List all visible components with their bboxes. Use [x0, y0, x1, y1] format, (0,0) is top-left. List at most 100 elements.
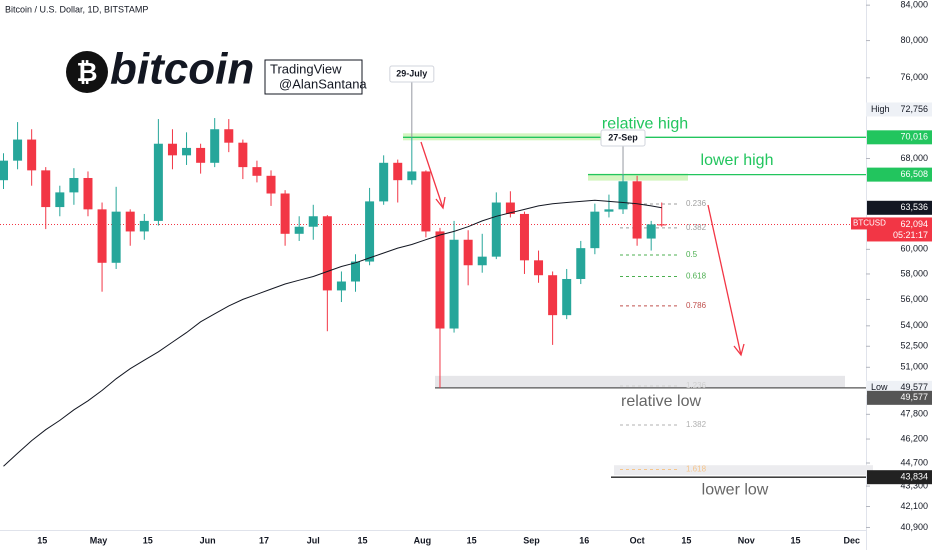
- x-tick-label: Dec: [844, 535, 861, 545]
- y-tick-label: 58,000: [900, 268, 928, 278]
- y-tick-label: 68,000: [900, 153, 928, 163]
- candle-body: [336, 281, 346, 291]
- candle-body: [224, 129, 234, 143]
- candle-body: [407, 171, 417, 181]
- x-tick-label: 16: [579, 535, 589, 545]
- candle-body: [196, 147, 206, 163]
- x-tick-label: 15: [681, 535, 691, 545]
- annotation-text: 27-Sep: [608, 132, 638, 142]
- price-tag: [867, 167, 932, 182]
- price-tag-label: 66,508: [900, 169, 928, 179]
- x-tick-label: 15: [37, 535, 47, 545]
- candle-body: [351, 261, 360, 282]
- price-tag: [867, 470, 932, 485]
- moving-average: [3, 199, 662, 467]
- candle-body: [238, 142, 248, 168]
- candle-body: [182, 147, 192, 156]
- price-tag: [867, 200, 932, 215]
- annotation-box: [389, 65, 435, 83]
- annotation-text: 29-July: [396, 68, 427, 78]
- level-text: lower low: [702, 481, 769, 498]
- chart-title: Bitcoin / U.S. Dollar, 1D, BITSTAMP: [5, 4, 148, 14]
- candle-body: [365, 201, 375, 262]
- y-tick-label: 44,700: [900, 457, 928, 467]
- y-tick-label: 56,000: [900, 294, 928, 304]
- level-band: [588, 173, 688, 181]
- y-tick-label: 54,000: [900, 320, 928, 330]
- y-tick-label: 52,500: [900, 341, 928, 351]
- y-tick-label: 40,900: [900, 522, 928, 532]
- y-tick-label: 84,000: [900, 0, 928, 10]
- x-tick-label: 15: [467, 535, 477, 545]
- watermark-line: @AlanSantana: [279, 76, 367, 91]
- candle-body: [111, 211, 121, 263]
- candle-body: [13, 139, 23, 161]
- x-tick-label: 15: [790, 535, 800, 545]
- candle-body: [69, 177, 79, 193]
- candle-body: [618, 181, 628, 210]
- logo-symbol: ₿: [76, 57, 97, 87]
- y-tick-label: 76,000: [900, 72, 928, 82]
- candle-body: [477, 256, 487, 266]
- candle-body: [153, 143, 163, 221]
- candle-body: [41, 170, 51, 208]
- candle-body: [125, 211, 135, 232]
- level-text: relative low: [621, 393, 701, 410]
- x-tick-label: 15: [143, 535, 153, 545]
- candle-body: [576, 248, 586, 279]
- marker-tag: High: [871, 104, 890, 114]
- y-tick-label: 43,300: [900, 480, 928, 490]
- fib-label: 0.786: [686, 301, 707, 310]
- candle-body: [308, 216, 318, 227]
- x-tick-label: 15: [358, 535, 368, 545]
- candle-body: [632, 181, 642, 239]
- price-tag: [867, 130, 932, 145]
- fib-label: 1.382: [686, 420, 707, 429]
- y-tick-label: 60,000: [900, 244, 928, 254]
- candle-body: [0, 160, 8, 181]
- logo-circle: [66, 51, 108, 93]
- x-tick-label: Nov: [738, 535, 755, 545]
- x-tick-label: Jun: [200, 535, 216, 545]
- candle-body: [435, 231, 445, 329]
- y-tick-label: 46,200: [900, 433, 928, 443]
- current-symbol-box: [851, 217, 886, 230]
- candle-body: [590, 211, 600, 249]
- fib-label: 1.618: [686, 465, 707, 474]
- price-tag-label: 63,536: [900, 202, 928, 212]
- y-tick-label: 51,000: [900, 362, 928, 372]
- countdown: 05:21:17: [893, 230, 928, 240]
- candle-body: [322, 216, 332, 291]
- level-text: relative high: [602, 116, 688, 133]
- candle-body: [534, 260, 544, 276]
- watermark-box: [264, 59, 363, 95]
- price-tag-label: 70,016: [900, 132, 928, 142]
- fib-label: 0.618: [686, 272, 707, 281]
- candle-body: [463, 239, 473, 266]
- y-tick-label: 80,000: [900, 35, 928, 45]
- candle-body: [505, 202, 515, 214]
- candle-body: [379, 162, 389, 202]
- x-tick-label: Jul: [307, 535, 320, 545]
- current-symbol: BTCUSD: [853, 219, 886, 228]
- candle-body: [266, 175, 276, 194]
- level-band: [435, 375, 845, 388]
- price-tag: [867, 390, 932, 405]
- x-tick-label: Aug: [414, 535, 432, 545]
- marker-tag-box: [866, 102, 932, 117]
- candle-body: [562, 278, 572, 316]
- candle-body: [393, 162, 403, 181]
- marker-tag: Low: [871, 382, 888, 392]
- y-tick-label: 42,100: [900, 501, 928, 511]
- candle-body: [210, 129, 220, 163]
- x-tick-label: 17: [259, 535, 269, 545]
- candle-body: [139, 220, 149, 232]
- candle-body: [167, 143, 177, 156]
- level-text: lower high: [701, 152, 774, 169]
- logo-text: bitcoin: [110, 45, 254, 94]
- candle-body: [55, 192, 65, 208]
- candle-body: [548, 275, 558, 316]
- price-tag-label: 43,834: [900, 472, 928, 482]
